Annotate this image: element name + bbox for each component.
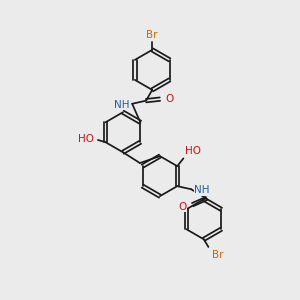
Text: Br: Br (212, 250, 224, 260)
Text: Br: Br (146, 30, 158, 40)
Text: O: O (165, 94, 173, 104)
Text: O: O (178, 202, 187, 212)
Text: NH: NH (194, 185, 210, 195)
Text: HO: HO (78, 134, 94, 144)
Text: HO: HO (184, 146, 201, 156)
Text: NH: NH (114, 100, 129, 110)
